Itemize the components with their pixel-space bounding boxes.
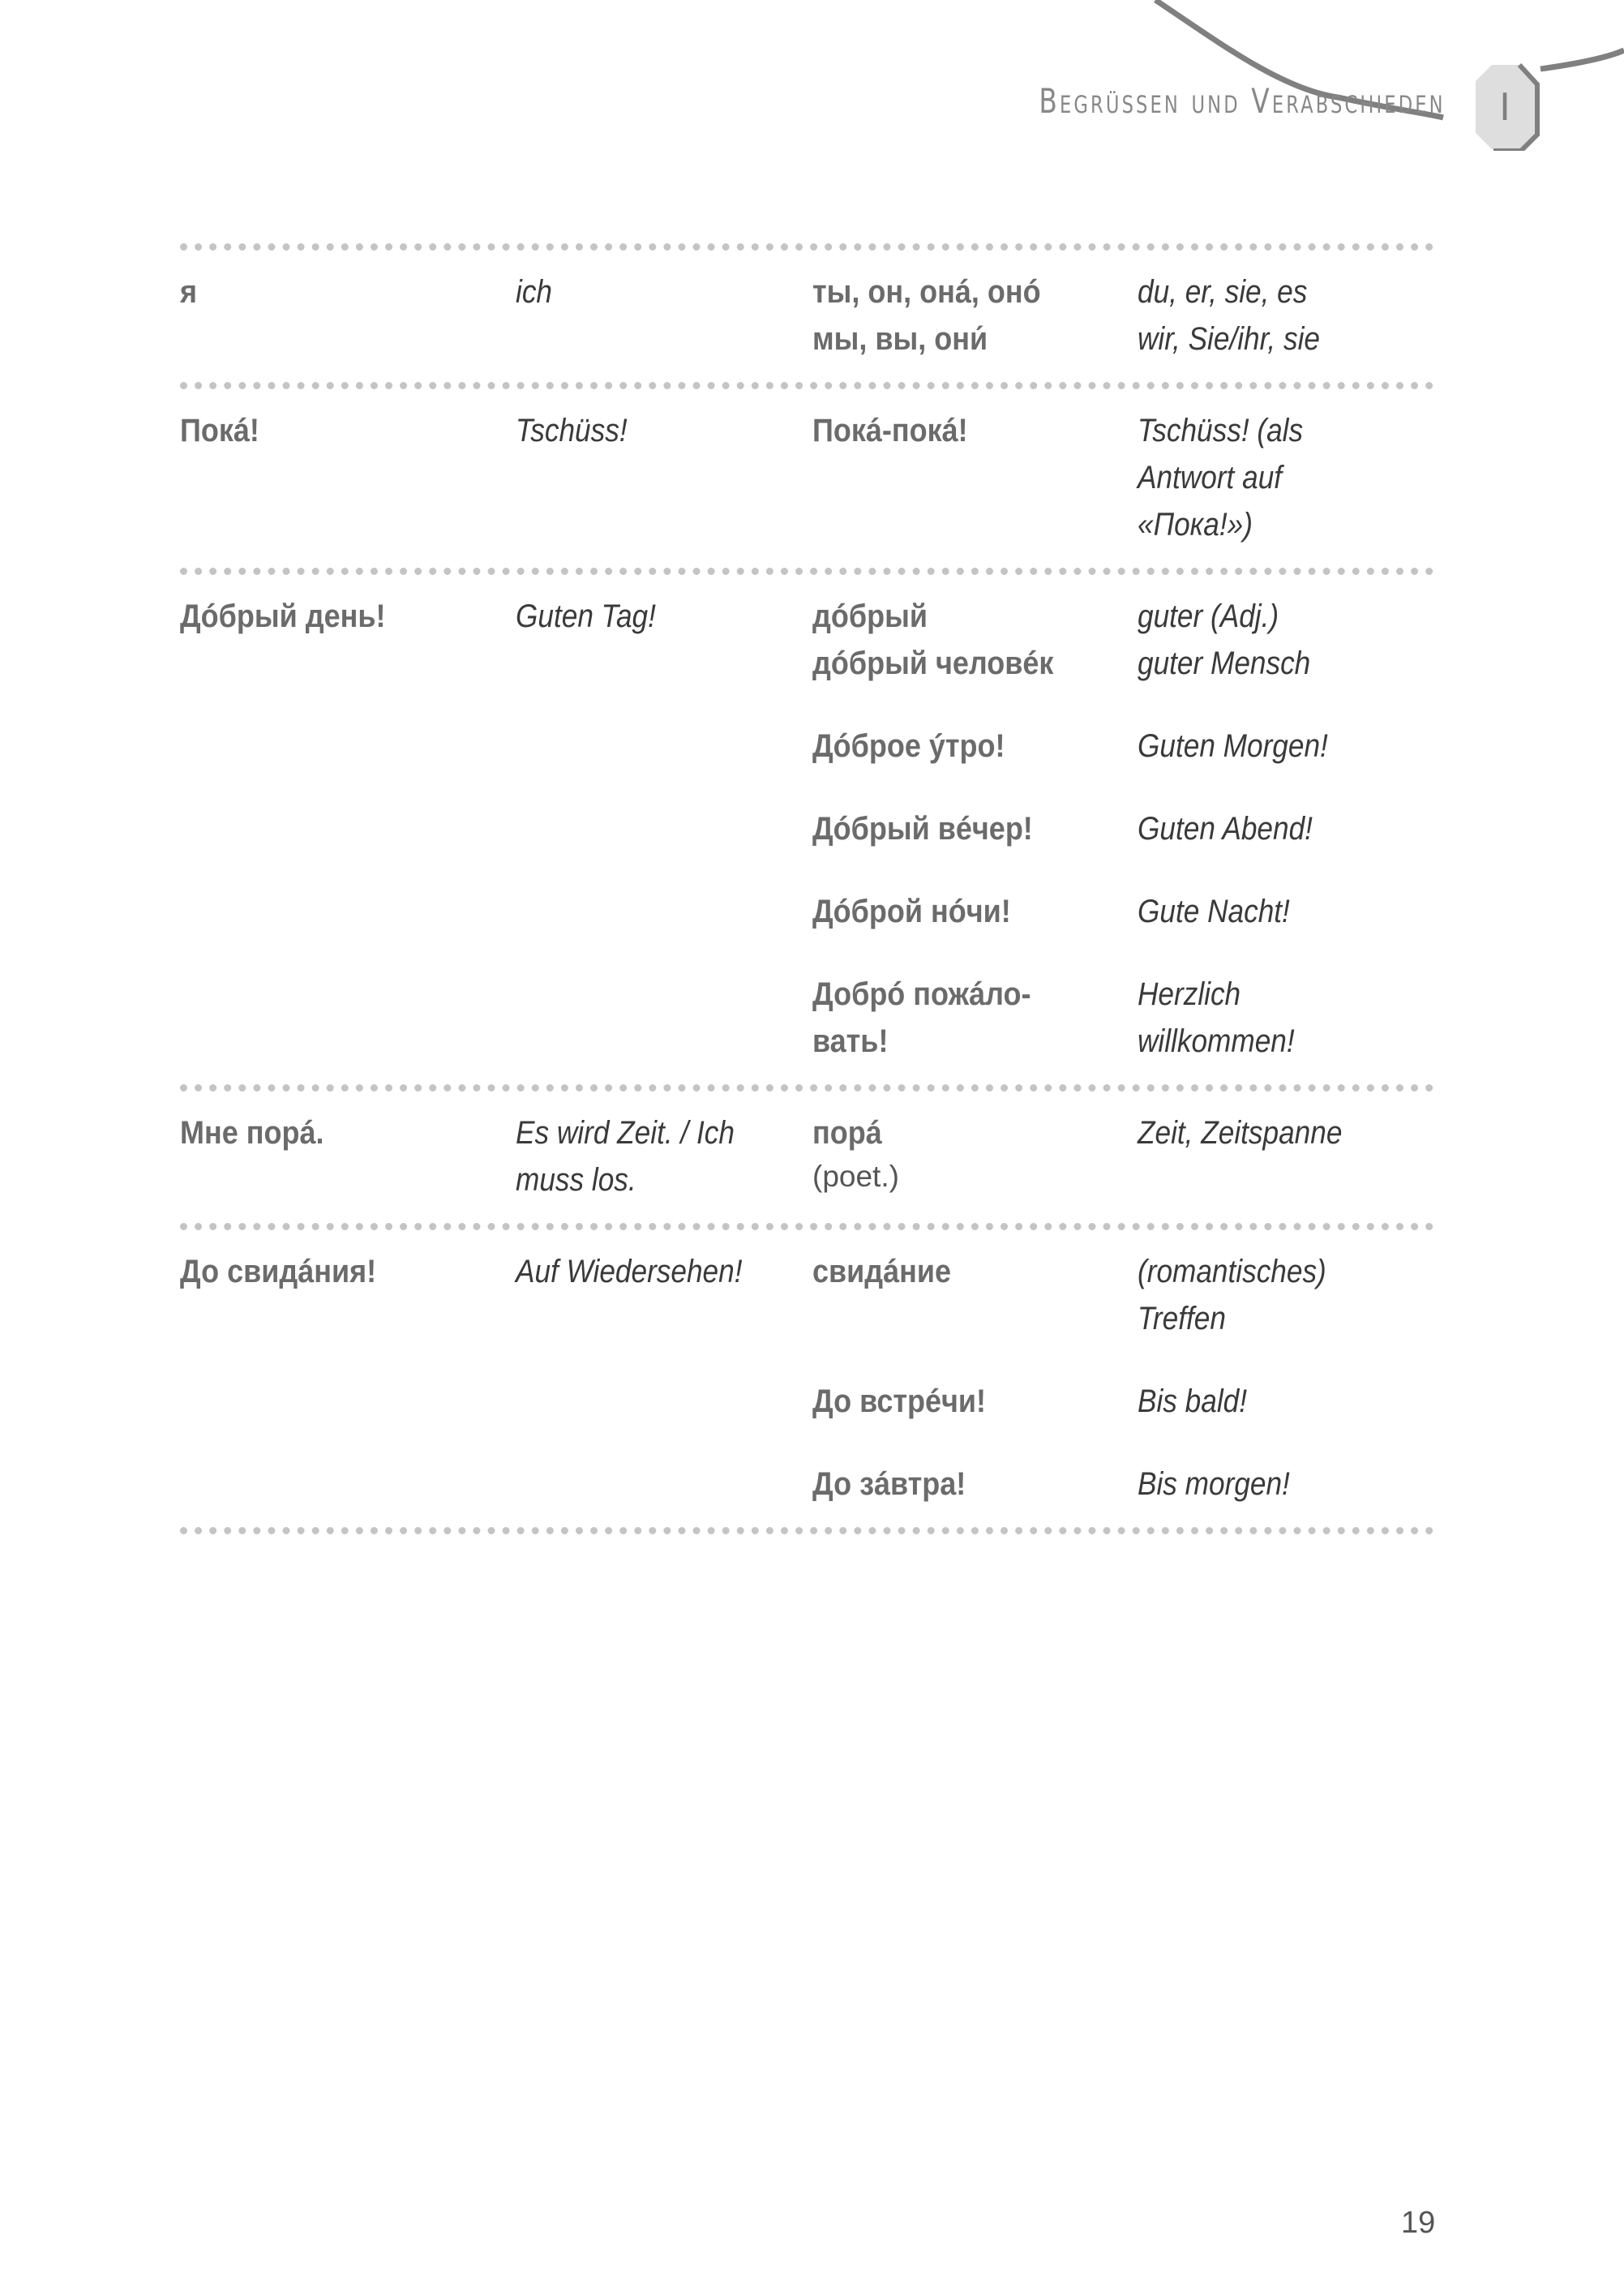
related-russian-cell: До зáвтра! <box>812 1461 1138 1508</box>
related-russian-cell: Дóброй нóчи! <box>812 888 1138 935</box>
related-german: Bis bald! <box>1138 1383 1248 1419</box>
related-entry: Покá-покá! Tschüss! (als Antwort auf «Пок… <box>812 407 1433 548</box>
dotted-separator <box>180 382 1433 389</box>
related-german: Guten Morgen! <box>1138 728 1328 764</box>
german-translation: Guten Tag! <box>516 598 656 634</box>
table-row: Дóбрый день! Guten Tag! дóбрый дóбрый чело… <box>180 575 1433 1084</box>
table-row: Покá! Tschüss! Покá-покá! Tschüss! (als Ant… <box>180 389 1433 568</box>
related-russian-cell: Покá-покá! <box>812 407 1138 548</box>
usage-note: (poet.) <box>812 1160 899 1193</box>
related-entry: Дóбрый вéчер! Guten Abend! <box>812 805 1433 852</box>
related-entry: До встрéчи! Bis bald! <box>812 1378 1433 1425</box>
german-translation: Auf Wiedersehen! <box>516 1254 743 1289</box>
related-entry: свидáние (romantisches) Treffen <box>812 1248 1433 1342</box>
related-entries: Покá-покá! Tschüss! (als Antwort auf «Пок… <box>812 407 1433 548</box>
related-russian: Покá-покá! <box>812 413 968 448</box>
related-russian: До встрéчи! <box>812 1383 987 1419</box>
related-entry: Дóброй нóчи! Gute Nacht! <box>812 888 1433 935</box>
dotted-separator <box>180 243 1433 251</box>
german-translation: ich <box>516 274 553 310</box>
related-entry: порá (poet.) Zeit, Zeitspanne <box>812 1109 1433 1197</box>
russian-phrase: я <box>180 274 198 310</box>
related-german: (romantisches) Treffen <box>1138 1254 1326 1336</box>
related-russian-cell: дóбрый дóбрый человéк <box>812 593 1138 687</box>
related-russian: Добрó пожáло- вать! <box>812 976 1031 1059</box>
related-german: Tschüss! (als Antwort auf «Пока!») <box>1138 413 1304 543</box>
chapter-title: Begrüssen und Verabschieden <box>1039 81 1446 121</box>
related-german: Gute Nacht! <box>1138 894 1290 929</box>
dotted-separator <box>180 1084 1433 1092</box>
russian-phrase: До свидáния! <box>180 1254 377 1289</box>
page-number: 19 <box>1401 2206 1436 2240</box>
related-entries: ты, он, онá, онó мы, вы, они́ du, er, sie… <box>812 268 1433 362</box>
russian-phrase: Мне порá. <box>180 1115 324 1151</box>
related-german: Zeit, Zeitspanne <box>1138 1115 1343 1151</box>
related-russian: Дóбрый вéчер! <box>812 811 1033 847</box>
german-translation: Es wird Zeit. / Ich muss los. <box>516 1115 735 1198</box>
table-row: Мне порá. Es wird Zeit. / Ich muss los. по… <box>180 1092 1433 1223</box>
related-entries: порá (poet.) Zeit, Zeitspanne <box>812 1109 1433 1203</box>
german-translation: Tschüss! <box>516 413 628 448</box>
related-entry: Дóброе ýтро! Guten Morgen! <box>812 723 1433 770</box>
related-russian: дóбрый дóбрый человéк <box>812 598 1054 681</box>
related-russian-cell: ты, он, онá, онó мы, вы, они́ <box>812 268 1138 362</box>
related-entries: свидáние (romantisches) Treffen До встрéчи… <box>812 1248 1433 1508</box>
related-german: guter (Adj.) guter Mensch <box>1138 598 1311 681</box>
related-german: Guten Abend! <box>1138 811 1313 847</box>
table-row: До свидáния! Auf Wiedersehen! свидáние (rom… <box>180 1230 1433 1527</box>
chapter-number: I <box>1499 85 1510 129</box>
related-russian: ты, он, онá, онó мы, вы, они́ <box>812 274 1041 357</box>
related-entry: ты, он, онá, онó мы, вы, они́ du, er, sie… <box>812 268 1433 362</box>
related-german: du, er, sie, es wir, Sie/ihr, sie <box>1138 274 1320 357</box>
related-russian-cell: Добрó пожáло- вать! <box>812 971 1138 1065</box>
related-russian-cell: Дóбрый вéчер! <box>812 805 1138 852</box>
table-row: я ich ты, он, онá, онó мы, вы, они́ du, er,… <box>180 251 1433 382</box>
russian-phrase: Дóбрый день! <box>180 598 386 634</box>
vocabulary-table: я ich ты, он, онá, онó мы, вы, они́ du, er,… <box>180 243 1433 1534</box>
russian-phrase: Покá! <box>180 413 259 448</box>
related-entries: дóбрый дóбрый человéк guter (Adj.) guter … <box>812 593 1433 1065</box>
dotted-separator <box>180 1527 1433 1534</box>
related-russian-cell: Дóброе ýтро! <box>812 723 1138 770</box>
related-russian-cell: До встрéчи! <box>812 1378 1138 1425</box>
related-german: Bis morgen! <box>1138 1466 1290 1502</box>
dotted-separator <box>180 1223 1433 1230</box>
related-entry: До зáвтра! Bis morgen! <box>812 1461 1433 1508</box>
decorative-string <box>1154 0 1624 121</box>
related-russian: До зáвтра! <box>812 1466 966 1502</box>
related-russian: порá <box>812 1115 882 1151</box>
related-russian-cell: свидáние <box>812 1248 1138 1342</box>
related-russian-cell: порá (poet.) <box>812 1109 1138 1197</box>
dotted-separator <box>180 568 1433 575</box>
related-entry: Добрó пожáло- вать! Herzlich willkommen! <box>812 971 1433 1065</box>
chapter-badge: I <box>1476 63 1540 151</box>
related-russian: Дóброе ýтро! <box>812 728 1005 764</box>
related-russian: Дóброй нóчи! <box>812 894 1011 929</box>
related-russian: свидáние <box>812 1254 952 1289</box>
related-entry: дóбрый дóбрый человéк guter (Adj.) guter … <box>812 593 1433 687</box>
related-german: Herzlich willkommen! <box>1138 976 1295 1059</box>
